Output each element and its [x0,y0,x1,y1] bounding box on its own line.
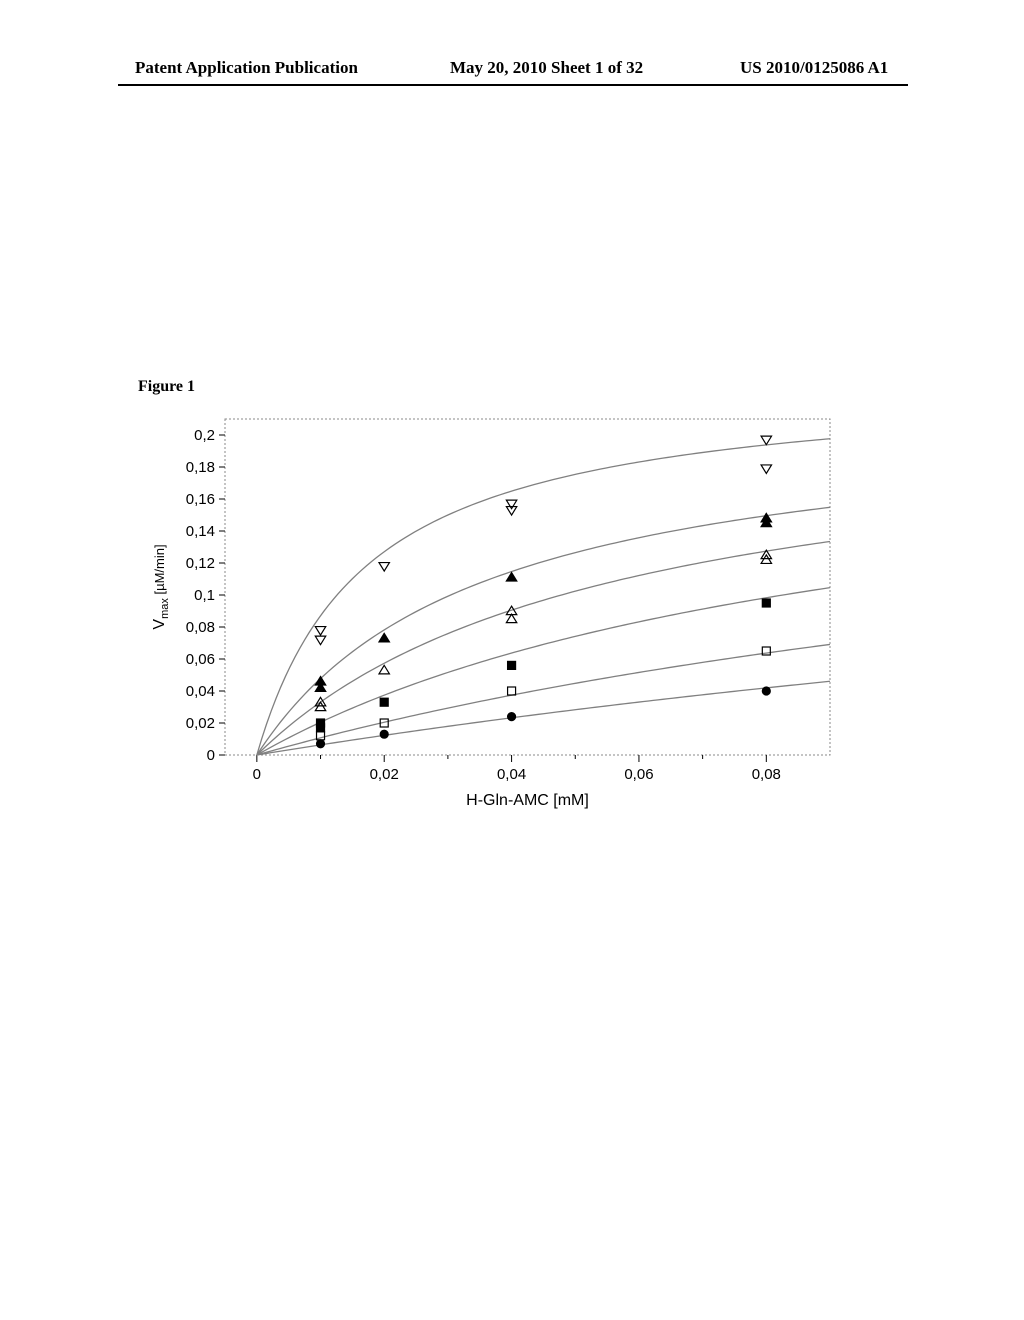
svg-text:0,02: 0,02 [370,766,399,783]
svg-text:0,06: 0,06 [186,651,215,668]
header-right-text: US 2010/0125086 A1 [740,58,888,78]
header-center-text: May 20, 2010 Sheet 1 of 32 [450,58,643,78]
svg-text:0,08: 0,08 [752,766,781,783]
svg-text:Vmax [µM/min]: Vmax [µM/min] [151,544,171,629]
svg-text:0: 0 [207,747,215,764]
svg-text:0,16: 0,16 [186,491,215,508]
chart-svg: 0 0,02 0,04 0,06 0,08 0,1 0,12 0,14 0,16 0,18 0,2 0… [150,415,850,817]
svg-text:0: 0 [253,766,261,783]
svg-text:H-Gln-AMC [mM]: H-Gln-AMC [mM] [466,792,589,809]
svg-text:0,06: 0,06 [624,766,653,783]
svg-text:0,1: 0,1 [194,587,215,604]
figure-label: Figure 1 [138,378,195,396]
svg-text:0,18: 0,18 [186,459,215,476]
header-left-text: Patent Application Publication [135,58,358,78]
svg-text:0,02: 0,02 [186,715,215,732]
header-divider [118,84,908,86]
kinetics-chart: 0 0,02 0,04 0,06 0,08 0,1 0,12 0,14 0,16 0,18 0,2 0… [150,415,850,817]
svg-text:0,04: 0,04 [186,683,215,700]
svg-text:0,12: 0,12 [186,555,215,572]
svg-text:0,08: 0,08 [186,619,215,636]
svg-text:0,04: 0,04 [497,766,526,783]
svg-text:0,2: 0,2 [194,427,215,444]
svg-text:0,14: 0,14 [186,523,215,540]
